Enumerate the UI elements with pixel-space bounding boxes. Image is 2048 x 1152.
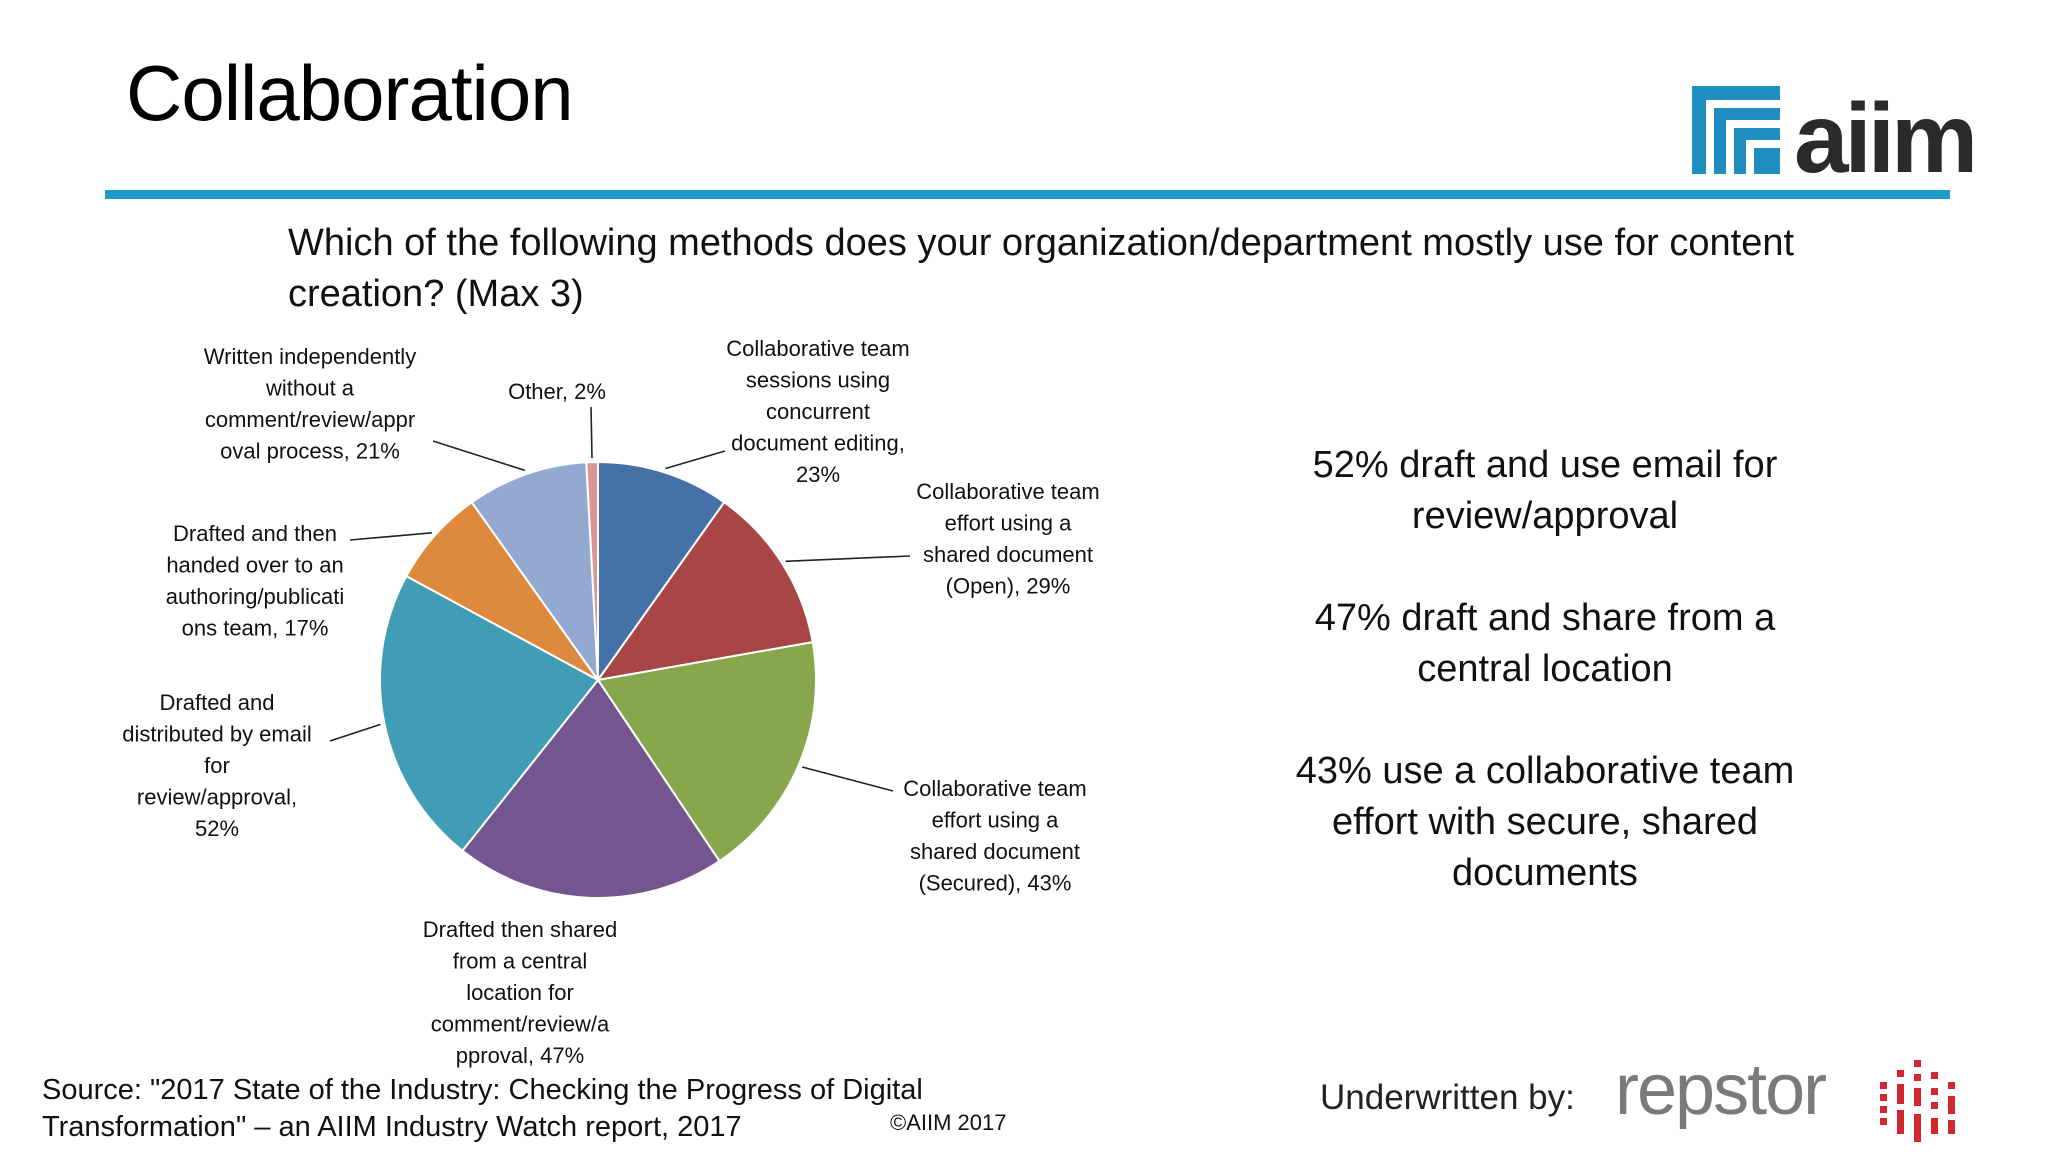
leader-line <box>801 766 894 792</box>
data-label: Collaborative team sessions using concurre… <box>726 336 909 487</box>
takeaway-2: 47% draft and share from a central locat… <box>1314 597 1776 690</box>
pie-slice <box>379 574 600 853</box>
aiim-mark-icon <box>1692 86 1780 174</box>
pie-slice <box>404 500 599 681</box>
copyright: ©AIIM 2017 <box>890 1110 1007 1135</box>
data-label: Written independently without a comment/re… <box>204 344 416 464</box>
pie-slice <box>585 460 599 681</box>
pie-slice <box>595 500 814 682</box>
leader-line <box>785 555 911 563</box>
data-label: Collaborative team effort using a shared d… <box>916 479 1099 599</box>
repstor-logo: repstor <box>1615 1052 1955 1142</box>
pie-slice <box>470 461 600 684</box>
data-label: Collaborative team effort using a shared d… <box>903 776 1086 896</box>
leader-line <box>329 723 381 742</box>
survey-question: Which of the following methods does your… <box>288 222 1795 315</box>
leader-line <box>665 450 726 470</box>
underwritten-by-label: Underwritten by: <box>1320 1078 1575 1117</box>
page-title: Collaboration <box>126 49 574 137</box>
takeaway-3: 43% use a collaborative team effort with… <box>1295 750 1795 894</box>
leader-line <box>432 440 526 472</box>
leader-line <box>590 406 593 459</box>
aiim-logo-text: aiim <box>1794 83 1974 180</box>
pie-slice <box>461 678 721 899</box>
title-rule <box>105 190 1950 199</box>
pie-slice <box>597 460 726 684</box>
aiim-logo: aiim <box>1692 83 1978 180</box>
pie-slice <box>596 640 817 863</box>
leader-line <box>349 532 432 541</box>
data-label: Drafted then shared from a central locatio… <box>423 917 617 1068</box>
data-label: Other, 2% <box>508 379 606 404</box>
takeaways: 52% draft and use email for review/appro… <box>1255 440 1835 950</box>
data-label: Drafted and then handed over to an authori… <box>166 521 345 641</box>
data-label: Drafted and distributed by email for review… <box>122 690 312 841</box>
repstor-bars-icon <box>1880 1060 1955 1142</box>
takeaway-1: 52% draft and use email for review/appro… <box>1312 444 1778 537</box>
source-citation: Source: "2017 State of the Industry: Che… <box>42 1074 923 1143</box>
repstor-logo-text: repstor <box>1615 1052 1826 1130</box>
